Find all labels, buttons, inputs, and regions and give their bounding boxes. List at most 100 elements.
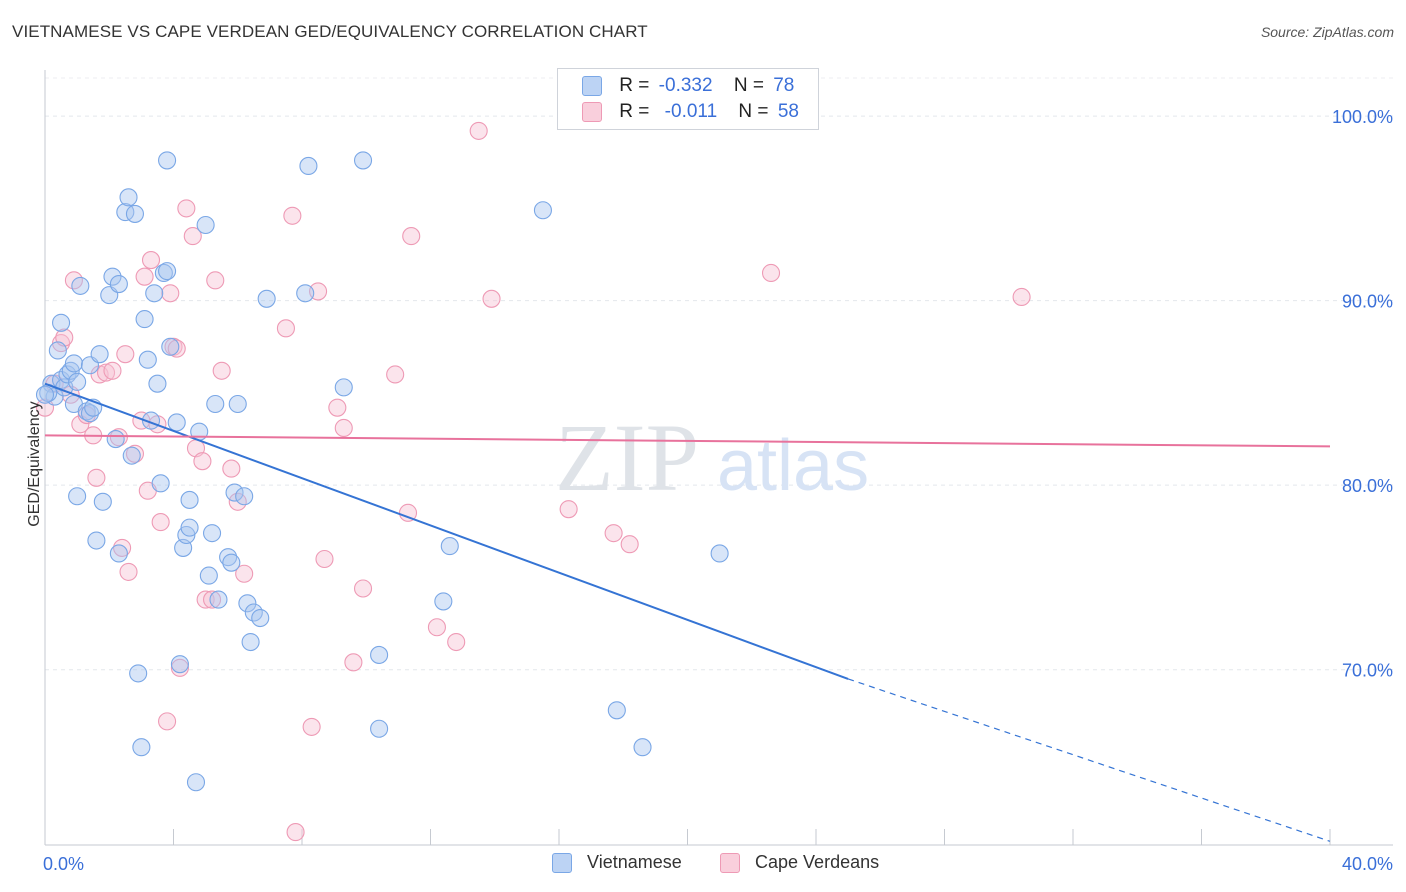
point-vietnamese (238, 594, 257, 613)
point-cape-verdeans (328, 398, 347, 417)
point-cape-verdeans (109, 428, 128, 447)
series-label-vietnamese: Vietnamese (587, 852, 682, 872)
point-cape-verdeans (398, 503, 418, 522)
trend-line-cape-verdeans (44, 434, 1331, 448)
legend-r-label: R = (619, 101, 650, 122)
point-vietnamese (203, 524, 222, 543)
point-cape-verdeans (113, 538, 132, 557)
point-vietnamese (135, 310, 154, 329)
legend-swatch-cape-verdeans (582, 101, 602, 122)
point-vietnamese (68, 487, 87, 506)
axes (44, 70, 1393, 846)
watermark-zip: ZIP (555, 404, 699, 511)
point-vietnamese (158, 151, 177, 170)
trend-line-extension-vietnamese (847, 678, 1331, 842)
y-tick-label: 90.0% (1342, 292, 1393, 312)
point-vietnamese (68, 372, 87, 391)
legend-r-value: -0.011 (664, 101, 718, 122)
point-vietnamese (440, 537, 459, 556)
point-vietnamese (180, 490, 199, 509)
legend-r-label: R = (619, 75, 650, 96)
point-vietnamese (148, 374, 167, 393)
y-tick-label: 70.0% (1342, 661, 1393, 681)
point-cape-verdeans (1012, 287, 1031, 307)
y-tick-label: 80.0% (1342, 476, 1393, 496)
point-cape-verdeans (103, 361, 122, 380)
series-label-cape-verdeans: Cape Verdeans (755, 852, 880, 872)
point-cape-verdeans (353, 579, 373, 598)
point-vietnamese (710, 544, 729, 563)
point-vietnamese (235, 487, 254, 506)
point-vietnamese (161, 337, 180, 356)
point-cape-verdeans (222, 459, 241, 478)
series-swatch-vietnamese (552, 853, 572, 874)
point-cape-verdeans (386, 365, 405, 384)
legend-swatch-vietnamese (582, 75, 602, 96)
point-vietnamese (109, 544, 128, 563)
point-vietnamese (257, 289, 276, 308)
point-vietnamese (145, 284, 164, 303)
point-vietnamese (199, 566, 218, 585)
tick-labels: 100.0% 90.0% 80.0% 70.0% 0.0% 40.0% (43, 107, 1393, 874)
point-vietnamese (154, 263, 173, 283)
point-cape-verdeans (193, 452, 212, 471)
point-vietnamese (109, 274, 128, 294)
point-vietnamese (119, 188, 138, 207)
point-vietnamese (533, 201, 552, 220)
legend-row-cape-verdeans: R = -0.011 N = 58 (582, 101, 799, 125)
point-vietnamese (71, 276, 90, 295)
watermark-atlas: atlas (717, 426, 869, 506)
point-vietnamese (87, 531, 106, 550)
y-tick-label: 100.0% (1332, 107, 1393, 127)
point-cape-verdeans (161, 284, 180, 303)
point-vietnamese (251, 608, 270, 628)
point-vietnamese (35, 385, 55, 404)
point-vietnamese (196, 215, 215, 235)
point-vietnamese (186, 773, 206, 792)
point-vietnamese (90, 345, 109, 364)
correlation-legend: R = -0.332 N = 78 R = -0.011 N = 58 (557, 68, 819, 130)
point-vietnamese (222, 553, 241, 572)
point-vietnamese (180, 518, 199, 537)
point-vietnamese (103, 267, 122, 286)
legend-r-value: -0.332 (658, 75, 713, 96)
point-vietnamese (209, 590, 228, 609)
point-vietnamese (206, 394, 225, 414)
series-legend-cape-verdeans[interactable]: Cape Verdeans (720, 852, 880, 874)
point-cape-verdeans (183, 227, 202, 246)
series-legend-vietnamese[interactable]: Vietnamese (552, 852, 682, 874)
point-cape-verdeans (761, 263, 781, 283)
point-vietnamese (241, 632, 260, 652)
x-tick-label-max: 40.0% (1342, 854, 1393, 874)
point-vietnamese (122, 446, 141, 465)
point-cape-verdeans (196, 590, 215, 609)
point-cape-verdeans (235, 564, 254, 583)
point-cape-verdeans (286, 823, 305, 842)
point-cape-verdeans (315, 549, 334, 569)
point-cape-verdeans (482, 289, 501, 308)
point-vietnamese (633, 738, 652, 757)
point-vietnamese (299, 156, 318, 176)
point-cape-verdeans (469, 121, 488, 140)
point-cape-verdeans (402, 227, 421, 246)
point-cape-verdeans (87, 468, 106, 487)
point-cape-verdeans (151, 513, 170, 532)
point-vietnamese (138, 350, 157, 369)
point-vietnamese (353, 151, 373, 170)
point-vietnamese (228, 394, 247, 414)
point-cape-verdeans (203, 590, 222, 609)
point-vietnamese (434, 592, 453, 611)
series-legend: Vietnamese Cape Verdeans (0, 852, 1406, 878)
point-vietnamese (225, 483, 244, 502)
y-axis-label: GED/Equivalency (26, 401, 43, 527)
point-cape-verdeans (559, 500, 578, 519)
point-cape-verdeans (158, 712, 177, 731)
chart-source: Source: ZipAtlas.com (1260, 24, 1394, 40)
point-cape-verdeans (125, 444, 144, 463)
series-swatch-cape-verdeans (720, 853, 740, 874)
point-vietnamese (170, 655, 189, 674)
point-vietnamese (48, 341, 67, 360)
point-cape-verdeans (167, 339, 186, 358)
